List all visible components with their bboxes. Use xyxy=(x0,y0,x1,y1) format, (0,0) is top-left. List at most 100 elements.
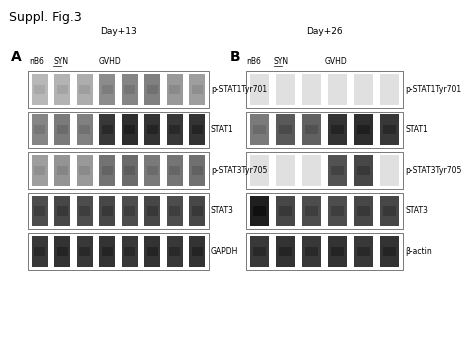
Bar xyxy=(169,166,181,175)
Bar xyxy=(381,196,399,226)
Bar xyxy=(146,85,158,94)
Bar xyxy=(191,206,203,215)
Bar xyxy=(189,236,205,267)
Bar xyxy=(124,247,136,256)
Bar xyxy=(99,236,115,267)
Bar xyxy=(124,125,136,135)
Bar xyxy=(279,206,292,215)
Bar xyxy=(331,206,344,215)
Bar xyxy=(99,155,115,186)
Bar xyxy=(191,125,203,135)
Bar xyxy=(54,114,70,145)
Bar xyxy=(28,71,209,108)
Bar xyxy=(34,247,46,256)
Bar xyxy=(77,236,93,267)
Bar xyxy=(122,196,138,226)
Text: Day+26: Day+26 xyxy=(306,27,343,36)
Bar xyxy=(77,155,93,186)
Bar xyxy=(146,125,158,135)
Bar xyxy=(77,196,93,226)
Text: GVHD: GVHD xyxy=(325,57,347,66)
Bar xyxy=(54,236,70,267)
Bar xyxy=(276,196,295,226)
Bar xyxy=(191,247,203,256)
Text: STAT1: STAT1 xyxy=(405,125,428,134)
Bar xyxy=(250,114,269,145)
Bar xyxy=(79,247,91,256)
Text: p-STAT1Tyr701: p-STAT1Tyr701 xyxy=(405,85,461,94)
Text: STAT3: STAT3 xyxy=(211,207,234,215)
Bar xyxy=(99,114,115,145)
Bar xyxy=(56,85,68,94)
Bar xyxy=(276,74,295,105)
Bar xyxy=(276,236,295,267)
Bar xyxy=(357,125,370,135)
Bar xyxy=(122,236,138,267)
Bar xyxy=(383,125,396,135)
Bar xyxy=(99,74,115,105)
Bar xyxy=(124,166,136,175)
Bar xyxy=(167,236,183,267)
Text: SYN: SYN xyxy=(53,57,68,66)
Bar xyxy=(56,206,68,215)
Bar xyxy=(32,114,48,145)
Bar xyxy=(250,74,269,105)
Bar xyxy=(101,206,113,215)
Bar xyxy=(122,74,138,105)
Bar xyxy=(250,196,269,226)
Bar xyxy=(357,166,370,175)
Text: GVHD: GVHD xyxy=(98,57,121,66)
Bar xyxy=(167,196,183,226)
Bar xyxy=(169,247,181,256)
Bar xyxy=(355,196,373,226)
Bar xyxy=(383,206,396,215)
Bar xyxy=(279,247,292,256)
Bar xyxy=(246,152,403,189)
Text: A: A xyxy=(11,50,22,64)
Bar xyxy=(381,236,399,267)
Text: nB6: nB6 xyxy=(29,57,45,66)
Bar xyxy=(32,196,48,226)
Bar xyxy=(79,85,91,94)
Bar xyxy=(169,125,181,135)
Bar xyxy=(302,155,321,186)
Bar xyxy=(144,155,160,186)
Bar xyxy=(253,125,266,135)
Text: β-actin: β-actin xyxy=(405,247,432,256)
Bar xyxy=(124,85,136,94)
Bar xyxy=(56,125,68,135)
Bar xyxy=(276,155,295,186)
Bar xyxy=(253,206,266,215)
Text: Suppl. Fig.3: Suppl. Fig.3 xyxy=(9,11,82,24)
Bar xyxy=(34,125,46,135)
Text: Day+13: Day+13 xyxy=(100,27,137,36)
Bar xyxy=(355,114,373,145)
Bar xyxy=(355,155,373,186)
Bar xyxy=(101,247,113,256)
Bar xyxy=(146,166,158,175)
Bar xyxy=(191,166,203,175)
Bar xyxy=(355,74,373,105)
Bar xyxy=(328,74,347,105)
Bar xyxy=(381,155,399,186)
Bar xyxy=(101,166,113,175)
Bar xyxy=(279,125,292,135)
Bar xyxy=(355,236,373,267)
Bar xyxy=(122,114,138,145)
Text: STAT1: STAT1 xyxy=(211,125,234,134)
Bar xyxy=(189,74,205,105)
Bar xyxy=(328,196,347,226)
Bar xyxy=(79,125,91,135)
Bar xyxy=(169,85,181,94)
Bar xyxy=(305,247,318,256)
Bar xyxy=(101,85,113,94)
Bar xyxy=(101,125,113,135)
Bar xyxy=(99,196,115,226)
Bar xyxy=(167,74,183,105)
Bar xyxy=(246,111,403,148)
Bar xyxy=(381,114,399,145)
Bar xyxy=(305,125,318,135)
Bar xyxy=(305,206,318,215)
Bar xyxy=(144,114,160,145)
Bar xyxy=(144,196,160,226)
